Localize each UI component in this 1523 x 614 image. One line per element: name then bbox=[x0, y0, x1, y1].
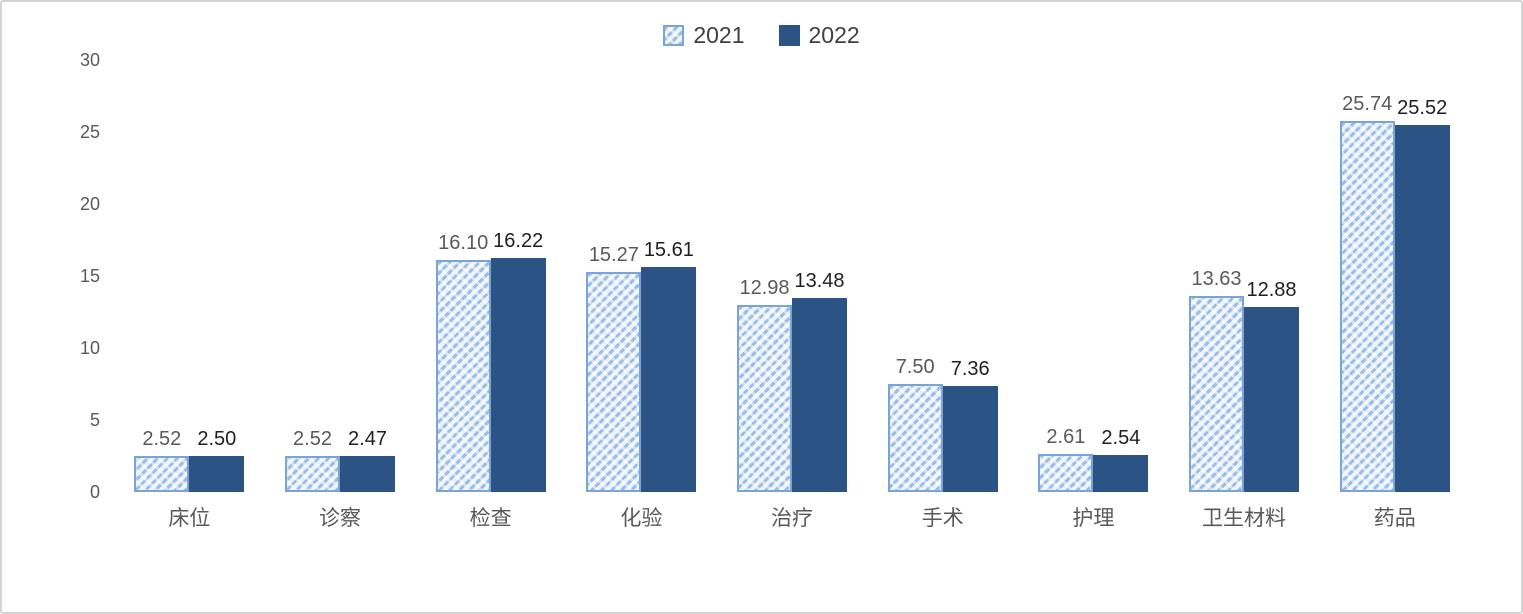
bar-group: 7.50 7.36 bbox=[867, 60, 1018, 492]
value-label-2022: 7.36 bbox=[950, 358, 990, 381]
legend-label-2022: 2022 bbox=[808, 22, 860, 48]
bar-wrap: 2.52 bbox=[285, 429, 340, 492]
bar-pair: 7.50 7.36 bbox=[887, 356, 998, 492]
bar-wrap: 2.52 bbox=[134, 427, 190, 492]
legend-item-2021: 2021 bbox=[663, 22, 745, 48]
category-label: 诊察 bbox=[319, 507, 361, 530]
legend-swatch-2022-solid bbox=[778, 25, 800, 46]
y-tick-label: 5 bbox=[89, 410, 100, 430]
bar-wrap: 7.50 bbox=[887, 356, 943, 492]
bar-wrap: 25.52 bbox=[1394, 96, 1450, 492]
bar-wrap: 13.63 bbox=[1189, 267, 1245, 492]
value-label-2021: 12.98 bbox=[739, 277, 790, 300]
y-tick-label: 15 bbox=[79, 266, 100, 286]
bar-2021-护理 bbox=[1038, 454, 1094, 492]
bar-group: 2.52 2.50 bbox=[114, 60, 265, 492]
bar-group: 25.74 25.52 bbox=[1319, 60, 1470, 492]
y-tick-label: 25 bbox=[79, 122, 100, 142]
bar-wrap: 16.22 bbox=[490, 230, 546, 492]
legend-swatch-2021-hatched bbox=[663, 25, 685, 46]
bar-group: 15.27 15.61 bbox=[566, 60, 717, 492]
bar-2021-化验 bbox=[586, 272, 642, 492]
bar-2021-检查 bbox=[435, 260, 491, 492]
bar-wrap: 12.88 bbox=[1244, 278, 1300, 492]
value-label-2022: 2.50 bbox=[197, 428, 237, 450]
bar-wrap: 2.61 bbox=[1038, 426, 1094, 492]
bar-group: 2.61 2.54 bbox=[1018, 60, 1169, 492]
bar-2022-治疗 bbox=[792, 297, 848, 492]
value-label-2021: 16.10 bbox=[438, 232, 489, 255]
bar-pair: 15.27 15.61 bbox=[586, 239, 697, 492]
category-label: 手术 bbox=[921, 507, 964, 530]
value-label-2022: 2.47 bbox=[348, 428, 387, 451]
bar-2022-药品 bbox=[1394, 124, 1450, 492]
value-label-2021: 15.27 bbox=[588, 244, 639, 267]
bar-group: 13.63 12.88 bbox=[1169, 60, 1320, 492]
bar-wrap: 15.27 bbox=[586, 244, 642, 492]
value-label-2021: 2.52 bbox=[142, 427, 182, 450]
category-label: 检查 bbox=[469, 507, 512, 530]
bar-group: 12.98 13.48 bbox=[717, 60, 868, 492]
value-label-2021: 13.63 bbox=[1191, 267, 1242, 290]
bar-group: 2.52 2.47 bbox=[265, 60, 416, 492]
bar-2022-手术 bbox=[942, 386, 998, 492]
bar-2022-床位 bbox=[189, 456, 245, 492]
value-label-2021: 25.74 bbox=[1342, 93, 1393, 116]
value-label-2022: 2.54 bbox=[1101, 427, 1141, 450]
bar-pair: 2.52 2.47 bbox=[285, 429, 395, 492]
bar-wrap: 2.54 bbox=[1093, 427, 1149, 492]
legend-item-2022: 2022 bbox=[778, 22, 860, 48]
bar-pair: 12.98 13.48 bbox=[737, 269, 848, 492]
y-tick-label: 30 bbox=[79, 50, 100, 70]
bar-group: 16.10 16.22 bbox=[415, 60, 566, 492]
value-label-2022: 16.22 bbox=[493, 230, 544, 253]
bar-pair: 16.10 16.22 bbox=[435, 230, 546, 492]
value-label-2022: 15.61 bbox=[643, 239, 694, 262]
bar-pair: 25.74 25.52 bbox=[1339, 93, 1450, 492]
x-axis-category-labels: 床位 诊察 检查 化验 治疗 手术 护理 卫生材料 药品 bbox=[114, 506, 1470, 531]
bar-2021-诊察 bbox=[285, 455, 340, 492]
value-label-2021: 7.50 bbox=[895, 356, 935, 378]
category-label: 卫生材料 bbox=[1202, 507, 1287, 530]
bar-wrap: 16.10 bbox=[435, 232, 491, 492]
bar-2022-卫生材料 bbox=[1244, 306, 1300, 492]
bar-pair: 2.61 2.54 bbox=[1038, 426, 1149, 492]
legend-label-2021: 2021 bbox=[693, 22, 745, 48]
bar-2022-检查 bbox=[490, 258, 546, 492]
bar-2021-床位 bbox=[134, 455, 190, 492]
value-label-2022: 13.48 bbox=[794, 269, 845, 292]
category-label: 治疗 bbox=[771, 507, 814, 530]
bar-pair: 13.63 12.88 bbox=[1189, 267, 1300, 492]
bar-wrap: 2.50 bbox=[189, 428, 245, 492]
value-label-2021: 2.61 bbox=[1046, 426, 1086, 449]
bar-wrap: 12.98 bbox=[737, 277, 793, 492]
bar-wrap: 25.74 bbox=[1339, 93, 1395, 492]
category-label: 药品 bbox=[1373, 507, 1416, 530]
bar-2022-护理 bbox=[1093, 455, 1149, 492]
value-label-2022: 12.88 bbox=[1246, 278, 1297, 301]
bar-wrap: 2.47 bbox=[340, 429, 395, 492]
y-tick-label: 20 bbox=[79, 194, 100, 214]
bar-wrap: 15.61 bbox=[641, 239, 697, 492]
bar-wrap: 13.48 bbox=[792, 269, 848, 492]
chart-legend: 2021 2022 bbox=[2, 24, 1521, 47]
bar-2021-治疗 bbox=[737, 305, 793, 492]
bar-2022-诊察 bbox=[340, 456, 395, 492]
bar-2021-药品 bbox=[1339, 121, 1395, 492]
value-label-2021: 2.52 bbox=[293, 427, 332, 450]
bar-2021-手术 bbox=[887, 384, 943, 492]
plot-area: 2.52 2.50 2.52 2.47 16.10 16.22 15.27 15.61 12.9… bbox=[114, 60, 1470, 492]
y-tick-label: 10 bbox=[79, 338, 100, 358]
y-tick-label: 0 bbox=[89, 482, 100, 502]
category-label: 护理 bbox=[1072, 507, 1115, 530]
category-label: 床位 bbox=[168, 507, 211, 530]
y-axis: 0 5 10 15 20 25 30 bbox=[2, 2, 106, 612]
bar-2021-卫生材料 bbox=[1189, 295, 1245, 492]
bar-pair: 2.52 2.50 bbox=[134, 427, 245, 492]
bar-2022-化验 bbox=[641, 267, 697, 492]
category-label: 化验 bbox=[620, 507, 663, 530]
value-label-2022: 25.52 bbox=[1397, 96, 1448, 119]
bar-wrap: 7.36 bbox=[942, 358, 998, 492]
